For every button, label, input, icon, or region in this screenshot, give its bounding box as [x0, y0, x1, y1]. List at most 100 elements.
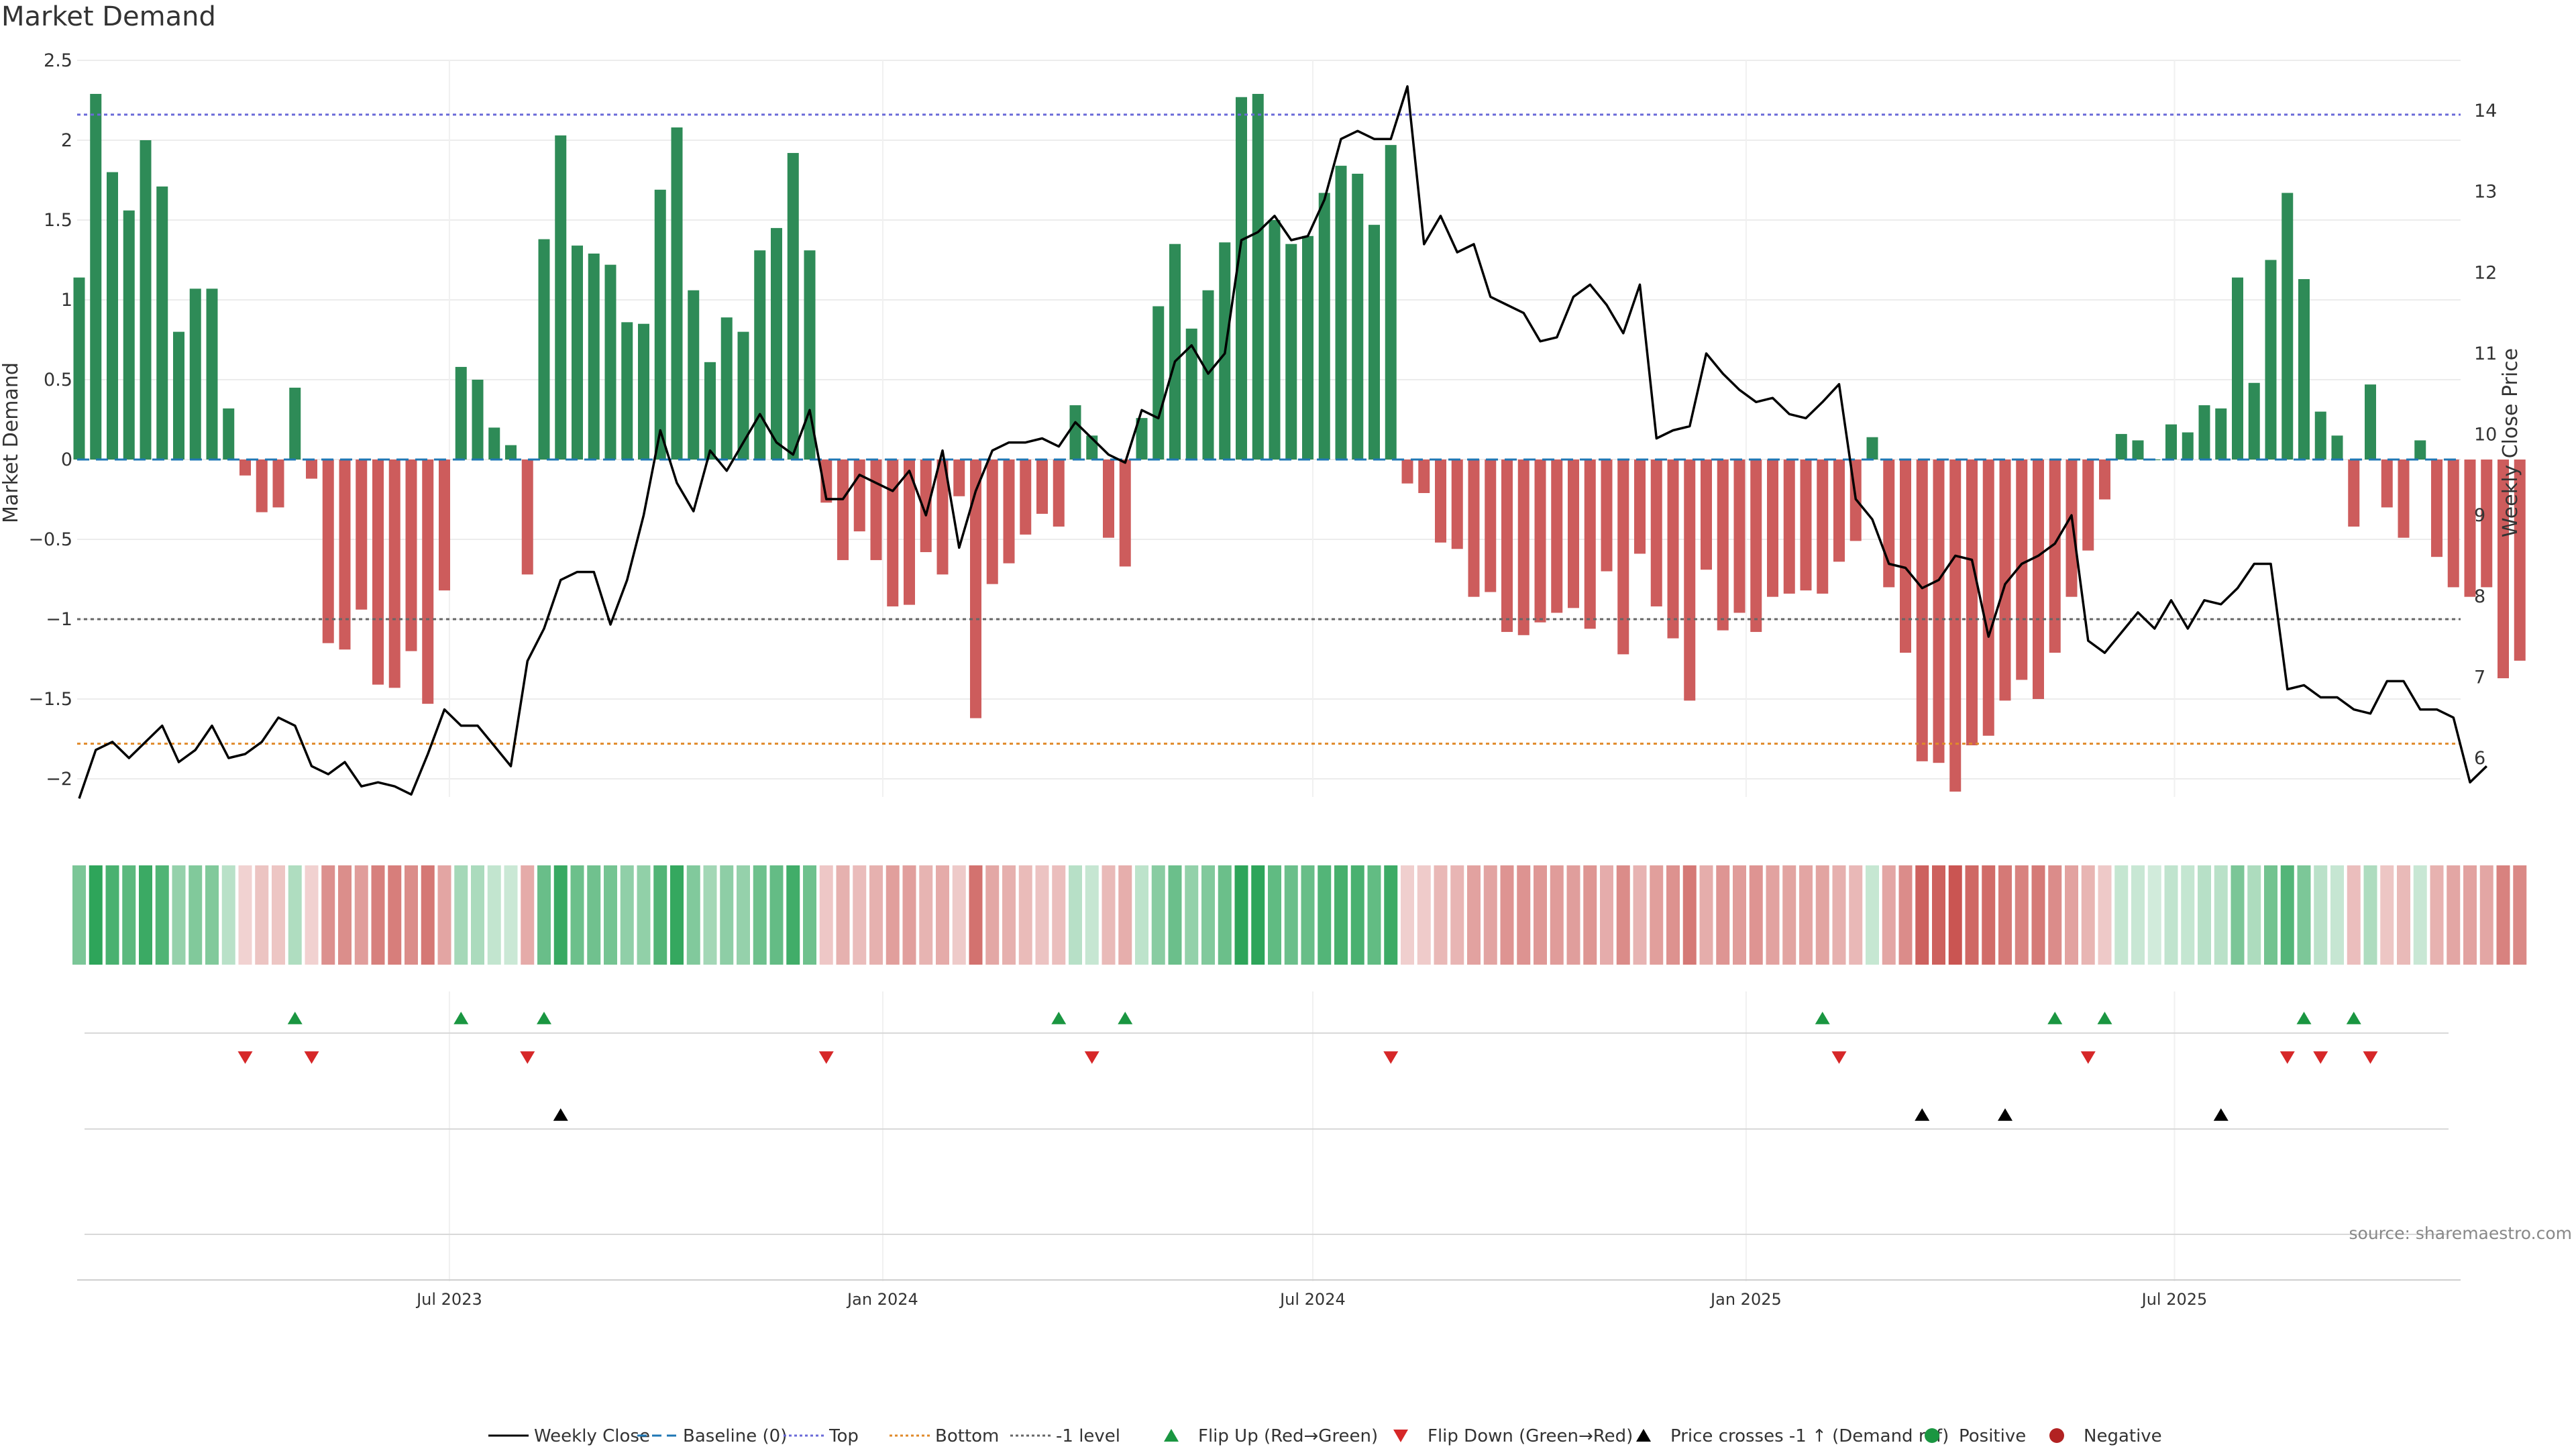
heat-cell: [238, 865, 252, 965]
heat-cell: [2231, 865, 2245, 965]
demand-bar-negative: [1468, 460, 1480, 597]
demand-bar-negative: [2033, 460, 2044, 699]
legend-label: Baseline (0): [683, 1426, 787, 1446]
x-tick-label: Jul 2025: [2141, 1290, 2208, 1309]
x-tick-label: Jan 2025: [1709, 1290, 1782, 1309]
heat-cell: [686, 865, 700, 965]
legend: Weekly Close Baseline (0) Top Bottom -1 leve…: [488, 1426, 2162, 1446]
demand-bar-negative: [1401, 460, 1413, 484]
legend-swatch: [2049, 1428, 2064, 1443]
y2-tick-label: 12: [2474, 262, 2497, 283]
demand-bar-positive: [505, 445, 517, 460]
heat-cell: [653, 865, 667, 965]
heat-cell: [819, 865, 833, 965]
heat-cell: [2479, 865, 2493, 965]
heat-cell: [1384, 865, 1398, 965]
legend-swatch: [1393, 1430, 1408, 1442]
legend-label: Flip Down (Green→Red): [1428, 1426, 1633, 1446]
heat-cell: [2297, 865, 2311, 965]
demand-bar-positive: [1285, 244, 1297, 460]
reference-lines: [77, 113, 2461, 745]
y-tick-label: 1: [61, 290, 72, 311]
heat-cell: [769, 865, 784, 965]
heat-cell: [1069, 865, 1082, 965]
heat-cell: [1052, 865, 1066, 965]
demand-bar-negative: [920, 460, 932, 553]
demand-bar-negative: [2498, 460, 2509, 679]
heat-cell: [2181, 865, 2195, 965]
heat-cell: [471, 865, 484, 965]
axes-layer: 2.5 2 1.5 1 0.5 0 −0.5 −1 −1.5 −2 Jul 2023 Jan 2024…: [0, 50, 2522, 1309]
y-tick-label: 2: [61, 130, 72, 151]
legend-label: Bottom: [935, 1426, 999, 1446]
x-tick-label: Jul 2023: [415, 1290, 482, 1309]
demand-bar-positive: [1335, 166, 1347, 460]
y2-tick-label: 8: [2474, 586, 2485, 607]
heat-cell: [2314, 865, 2328, 965]
demand-bar-positive: [488, 427, 500, 460]
demand-bar-positive: [455, 366, 467, 460]
demand-bar-negative: [1883, 460, 1895, 588]
heat-cell: [1434, 865, 1448, 965]
heat-cell: [321, 865, 335, 965]
heat-cell: [2447, 865, 2461, 965]
demand-bar-positive: [654, 189, 666, 460]
demand-bar-positive: [2314, 411, 2326, 460]
demand-bar-positive: [555, 135, 567, 460]
legend-swatch: [1636, 1429, 1651, 1442]
heat-cell: [2048, 865, 2062, 965]
demand-bar-negative: [1451, 460, 1463, 549]
heat-cell: [1982, 865, 1996, 965]
demand-bar-negative: [2514, 460, 2526, 661]
heat-cell: [139, 865, 152, 965]
flip-up-marker: [2296, 1012, 2312, 1024]
heat-cell: [786, 865, 800, 965]
flip-up-marker: [1118, 1012, 1133, 1024]
heat-cell: [2430, 865, 2444, 965]
demand-bar-positive: [804, 250, 816, 460]
heat-cell: [2131, 865, 2145, 965]
heat-cell: [919, 865, 933, 965]
weekly-close-price-line: [78, 85, 2488, 799]
demand-bar-negative: [1036, 460, 1048, 514]
heat-cell: [1201, 865, 1215, 965]
demand-bar-negative: [1568, 460, 1579, 608]
heat-cell: [1168, 865, 1182, 965]
demand-bar-negative: [388, 460, 400, 688]
demand-bar-positive: [2215, 408, 2227, 460]
demand-bar-negative: [2348, 460, 2360, 527]
demand-bar-negative: [887, 460, 899, 606]
demand-bar-negative: [1634, 460, 1646, 554]
heat-cell: [288, 865, 302, 965]
heat-cell: [2098, 865, 2112, 965]
heat-cell: [620, 865, 634, 965]
y-tick-label: −2: [46, 769, 72, 790]
heat-cell: [2363, 865, 2377, 965]
demand-bar-negative: [1650, 460, 1662, 606]
heat-cell: [537, 865, 551, 965]
demand-bar-negative: [2082, 460, 2094, 551]
demand-bar-positive: [2198, 405, 2210, 460]
demand-bar-negative: [322, 460, 334, 643]
heat-cell: [1866, 865, 1879, 965]
heat-cell: [885, 865, 900, 965]
heat-cell: [1600, 865, 1613, 965]
y-tick-label: −1.5: [28, 689, 72, 710]
demand-bar-negative: [1534, 460, 1546, 623]
demand-bar-negative: [521, 460, 533, 575]
y2-tick-label: 11: [2474, 343, 2497, 364]
heat-cell: [2397, 865, 2410, 965]
demand-bar-positive: [638, 323, 649, 460]
demand-bar-negative: [1916, 460, 1928, 761]
price-cross-marker: [553, 1108, 568, 1121]
demand-bar-positive: [73, 277, 85, 460]
demand-bar-negative: [1684, 460, 1696, 701]
heat-cell: [604, 865, 617, 965]
demand-bar-negative: [1733, 460, 1746, 613]
y2-tick-label: 14: [2474, 101, 2497, 121]
demand-bar-positive: [1185, 328, 1197, 460]
demand-bar-negative: [372, 460, 384, 685]
demand-bar-negative: [2464, 460, 2476, 597]
demand-bar-negative: [1584, 460, 1596, 629]
demand-bar-negative: [422, 460, 434, 704]
